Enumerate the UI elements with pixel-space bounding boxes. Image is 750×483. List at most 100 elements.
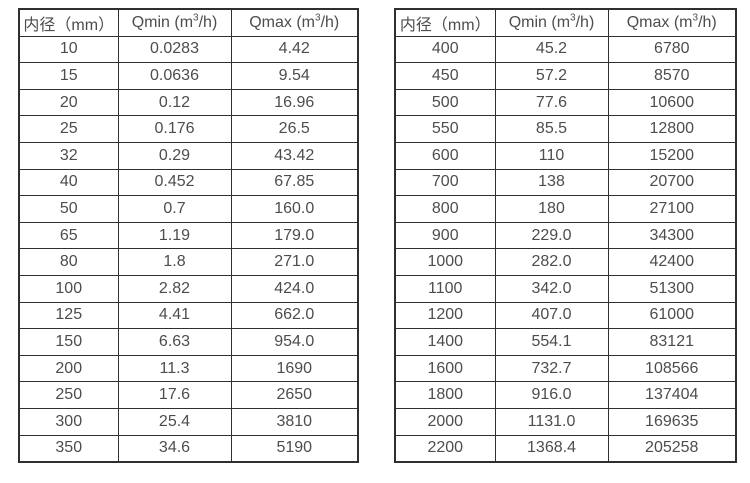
header-row: 内径（mm） Qmin (m3/h) Qmax (m3/h) <box>18 8 359 37</box>
table-cell: 25.4 <box>117 407 232 436</box>
table-cell: 10600 <box>607 88 737 117</box>
table-cell: 662.0 <box>230 301 359 330</box>
table-cell: 20 <box>18 88 119 117</box>
table-row: 25 0.176 26.5 <box>18 115 359 143</box>
table-cell: 42400 <box>607 248 737 276</box>
flow-table-left-header: 内径（mm） Qmin (m3/h) Qmax (m3/h) <box>18 8 359 37</box>
table-cell: 600 <box>394 141 496 170</box>
table-cell: 65 <box>18 221 119 250</box>
table-cell: 16.96 <box>230 88 359 117</box>
table-cell: 1200 <box>394 301 496 330</box>
table-cell: 500 <box>394 88 496 117</box>
table-cell: 45.2 <box>494 35 609 64</box>
table-cell: 900 <box>394 221 496 250</box>
column-header-text: Qmin (m <box>508 13 571 31</box>
table-cell: 0.12 <box>117 88 232 117</box>
table-cell: 100 <box>18 274 119 303</box>
table-cell: 80 <box>18 248 119 276</box>
table-cell: 342.0 <box>494 274 609 303</box>
column-header-text: /h) <box>575 13 595 31</box>
table-row: 1400 554.1 83121 <box>394 328 737 356</box>
table-cell: 50 <box>18 195 119 223</box>
table-row: 550 85.5 12800 <box>394 115 737 143</box>
table-cell: 9.54 <box>230 62 359 90</box>
table-cell: 169635 <box>607 407 737 436</box>
table-cell: 12800 <box>607 115 737 143</box>
table-cell: 0.7 <box>117 195 232 223</box>
table-row: 65 1.19 179.0 <box>18 221 359 250</box>
table-row: 80 1.8 271.0 <box>18 248 359 276</box>
table-cell: 2650 <box>230 381 359 409</box>
table-cell: 43.42 <box>230 141 359 170</box>
column-header-text: 内径（mm） <box>399 16 491 34</box>
table-cell: 424.0 <box>230 274 359 303</box>
superscript: 3 <box>570 12 576 24</box>
table-cell: 61000 <box>607 301 737 330</box>
table-row: 800 180 27100 <box>394 195 737 223</box>
table-row: 20 0.12 16.96 <box>18 88 359 117</box>
table-cell: 40 <box>18 168 119 197</box>
column-header: Qmax (m3/h) <box>230 8 359 37</box>
flow-table-right-header: 内径（mm） Qmin (m3/h) Qmax (m3/h) <box>394 8 737 37</box>
table-cell: 34.6 <box>117 434 232 463</box>
table-cell: 550 <box>394 115 496 143</box>
table-cell: 954.0 <box>230 328 359 356</box>
table-cell: 3810 <box>230 407 359 436</box>
table-cell: 1690 <box>230 354 359 383</box>
superscript: 3 <box>692 12 699 24</box>
table-cell: 4.41 <box>117 301 232 330</box>
column-header-text: /h) <box>320 13 340 31</box>
table-row: 900 229.0 34300 <box>394 221 737 250</box>
table-cell: 1131.0 <box>494 407 609 436</box>
flow-table-right-body: 400 45.2 6780 450 57.2 8570 500 77.6 10600 550 85.… <box>394 35 737 463</box>
table-cell: 83121 <box>607 328 737 356</box>
table-cell: 138 <box>494 168 609 197</box>
table-row: 100 2.82 424.0 <box>18 274 359 303</box>
table-cell: 205258 <box>607 434 737 463</box>
table-cell: 67.85 <box>230 168 359 197</box>
table-cell: 300 <box>18 407 119 436</box>
table-cell: 6780 <box>607 35 737 64</box>
flow-tables-container: 内径（mm） Qmin (m3/h) Qmax (m3/h) 10 0.0283 4.4… <box>18 8 737 464</box>
table-cell: 916.0 <box>494 381 609 409</box>
table-cell: 26.5 <box>230 115 359 143</box>
table-row: 450 57.2 8570 <box>394 62 737 90</box>
column-header-text: /h) <box>198 13 218 31</box>
column-header-text: 内径（mm） <box>23 16 115 34</box>
table-cell: 1800 <box>394 381 496 409</box>
column-header-text: Qmin (m <box>131 13 194 31</box>
table-row: 2200 1368.4 205258 <box>394 434 737 463</box>
table-row: 15 0.0636 9.54 <box>18 62 359 90</box>
table-cell: 282.0 <box>494 248 609 276</box>
table-cell: 4.42 <box>230 35 359 64</box>
table-row: 1200 407.0 61000 <box>394 301 737 330</box>
table-cell: 34300 <box>607 221 737 250</box>
table-row: 700 138 20700 <box>394 168 737 197</box>
table-row: 1800 916.0 137404 <box>394 381 737 409</box>
table-row: 32 0.29 43.42 <box>18 141 359 170</box>
table-row: 10 0.0283 4.42 <box>18 35 359 64</box>
column-header-text: /h) <box>698 13 717 31</box>
superscript: 3 <box>315 12 321 24</box>
table-cell: 200 <box>18 354 119 383</box>
table-cell: 0.452 <box>117 168 232 197</box>
table-row: 2000 1131.0 169635 <box>394 407 737 436</box>
table-cell: 554.1 <box>494 328 609 356</box>
table-cell: 25 <box>18 115 119 143</box>
header-row: 内径（mm） Qmin (m3/h) Qmax (m3/h) <box>394 8 737 37</box>
table-cell: 110 <box>494 141 609 170</box>
table-cell: 77.6 <box>494 88 609 117</box>
table-cell: 2200 <box>394 434 496 463</box>
table-cell: 350 <box>18 434 119 463</box>
table-cell: 0.29 <box>117 141 232 170</box>
table-cell: 450 <box>394 62 496 90</box>
table-row: 1600 732.7 108566 <box>394 354 737 383</box>
table-cell: 85.5 <box>494 115 609 143</box>
table-cell: 51300 <box>607 274 737 303</box>
table-row: 150 6.63 954.0 <box>18 328 359 356</box>
table-cell: 10 <box>18 35 119 64</box>
table-cell: 179.0 <box>230 221 359 250</box>
table-row: 50 0.7 160.0 <box>18 195 359 223</box>
table-cell: 1.8 <box>117 248 232 276</box>
table-cell: 15 <box>18 62 119 90</box>
